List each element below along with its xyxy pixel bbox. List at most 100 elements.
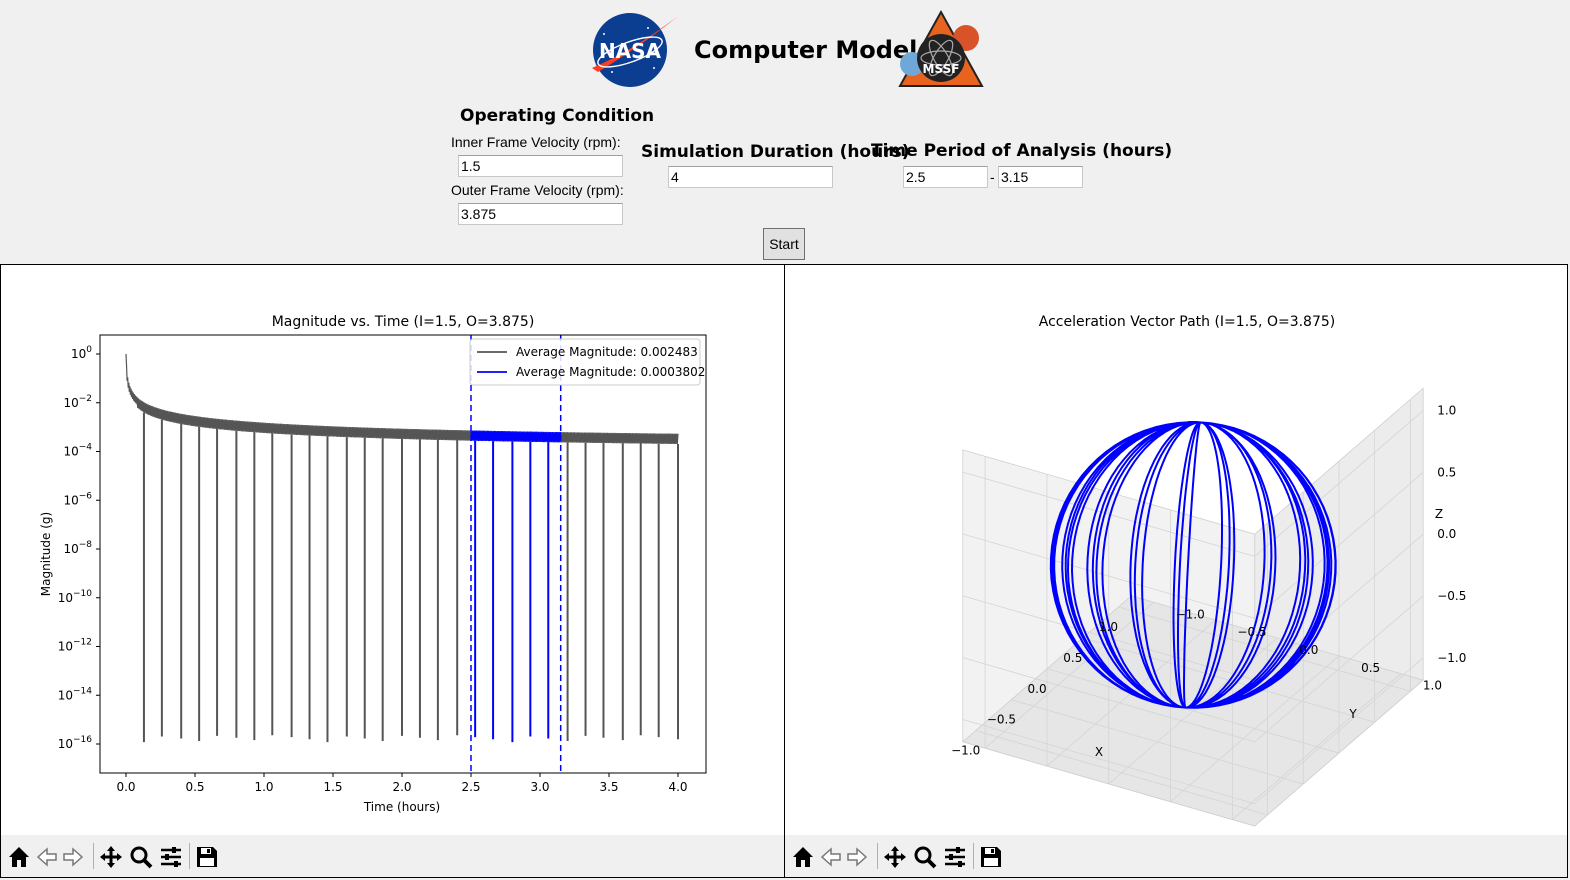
analysis-start-input[interactable] [903,166,988,188]
analysis-range-separator: - [990,169,995,185]
inner-frame-velocity-input[interactable] [458,155,623,177]
toolbar-separator [973,843,974,869]
magnitude-chart: Magnitude vs. Time (I=1.5, O=3.875) 0.0 0… [39,314,707,814]
x-tick-label: 0.5 [185,780,204,794]
grid-line [962,533,1255,619]
toolbar-separator [189,843,190,869]
series-total-initial-spike [125,353,138,405]
save-icon[interactable] [195,845,219,869]
grid-line [962,471,1255,557]
z-tick-label: −1.0 [1437,651,1466,665]
outer-frame-velocity-label: Outer Frame Velocity (rpm): [451,182,624,198]
grid-line [1108,637,1278,785]
configure-subplots-icon[interactable] [159,845,183,869]
y-axis-label: Y [1348,707,1357,721]
vector-path-chart-title: Acceleration Vector Path (I=1.5, O=3.875… [1039,314,1336,330]
series-total-line [136,397,472,441]
x-tick-label: 0.5 [1063,651,1082,665]
mssf-logo-text: MSSF [923,62,960,76]
3d-axis-ticks: −1.0 −0.5 0.0 0.5 1.0 −1.0 −0.5 0.0 0.5 1.0 1.0 0.5… [951,404,1466,758]
simulation-duration-heading: Simulation Duration (hours) [641,142,910,162]
z-tick-label: 0.0 [1437,527,1456,541]
y-tick-label: 10−6 [63,491,92,507]
analysis-period-heading: Time Period of Analysis (hours) [871,141,1173,161]
inner-frame-velocity-label: Inner Frame Velocity (rpm): [451,134,621,150]
configure-subplots-icon[interactable] [943,845,967,869]
y-tick-label: 1.0 [1423,679,1442,693]
legend-box [469,338,701,386]
grid-line [1254,533,1424,681]
vector-path-toolbar [785,835,1567,877]
page-title: Computer Model [694,36,918,64]
home-icon[interactable] [7,845,31,869]
outer-frame-velocity-input[interactable] [458,203,623,225]
grid-line [1232,673,1402,820]
y-tick-label: −0.5 [1237,625,1266,639]
grid-line [1254,472,1424,619]
magnitude-x-ticks: 0.0 0.5 1.0 1.5 2.0 2.5 3.0 3.5 4.0 [116,773,688,794]
x-tick-label: 2.0 [392,780,411,794]
x-axis-label: X [1095,745,1103,759]
y-tick-label: 10−10 [58,589,93,605]
magnitude-plot-area [125,335,679,773]
legend-entry-total: Average Magnitude: 0.002483 [516,345,698,359]
series-analysis-line [470,430,562,443]
magnitude-y-ticks: 100 10−2 10−4 10−6 10−8 10−10 10−12 10−14 10−16 [58,345,100,751]
y-tick-label: 10−16 [58,735,93,751]
x-tick-label: 0.0 [116,780,135,794]
grid-line [1254,410,1424,557]
magnitude-toolbar [1,835,784,877]
x-tick-label: 1.0 [254,780,273,794]
legend-entry-analysis: Average Magnitude: 0.0003802 [516,365,705,379]
toolbar-separator [877,843,878,869]
magnitude-chart-panel: Magnitude vs. Time (I=1.5, O=3.875) 0.0 0… [0,264,785,878]
forward-arrow-icon[interactable] [845,845,869,869]
magnitude-y-axis-label: Magnitude (g) [39,512,53,596]
x-tick-label: 2.5 [461,780,480,794]
y-tick-label: 0.0 [1299,643,1318,657]
vector-path-line [1049,421,1337,709]
z-tick-label: 0.5 [1437,465,1456,479]
y-tick-label: 10−2 [63,394,92,410]
nasa-logo: NASA [584,10,680,90]
vector-path-chart-panel: Acceleration Vector Path (I=1.5, O=3.875… [784,264,1568,878]
mssf-logo: MSSF [896,9,986,90]
x-tick-label: 1.0 [1099,620,1118,634]
grid-line [1170,655,1340,803]
z-axis-label: Z [1435,507,1443,521]
y-tick-label: −1.0 [1176,607,1205,621]
y-tick-label: 10−12 [58,638,92,654]
vector-path-chart: Acceleration Vector Path (I=1.5, O=3.875… [951,314,1466,827]
zoom-icon[interactable] [913,845,937,869]
toolbar-separator [93,843,94,869]
operating-condition-heading: Operating Condition [460,106,655,126]
back-arrow-icon[interactable] [819,845,843,869]
save-icon[interactable] [979,845,1003,869]
y-tick-label: 10−14 [58,686,93,702]
magnitude-x-axis-label: Time (hours) [363,800,440,814]
back-arrow-icon[interactable] [35,845,59,869]
zoom-icon[interactable] [129,845,153,869]
series-total-line-tail [560,432,679,445]
analysis-end-input[interactable] [998,166,1083,188]
y-tick-label: 10−4 [63,443,92,459]
x-tick-label: −0.5 [987,713,1016,727]
start-button[interactable]: Start [763,228,805,260]
x-tick-label: 1.5 [323,780,342,794]
grid-line [1082,637,1375,723]
x-tick-label: −1.0 [951,744,980,758]
magnitude-axes-frame [99,334,707,774]
simulation-duration-input[interactable] [668,166,833,188]
pan-icon[interactable] [99,845,123,869]
acceleration-vector-path [1049,421,1337,709]
home-icon[interactable] [791,845,815,869]
pan-icon[interactable] [883,845,907,869]
x-tick-label: 0.0 [1028,682,1047,696]
y-tick-label: 10−8 [63,540,92,556]
x-tick-label: 3.0 [530,780,549,794]
forward-arrow-icon[interactable] [61,845,85,869]
y-tick-label: 0.5 [1361,661,1380,675]
x-tick-label: 3.5 [599,780,618,794]
z-tick-label: 1.0 [1437,404,1456,418]
z-tick-label: −0.5 [1437,589,1466,603]
